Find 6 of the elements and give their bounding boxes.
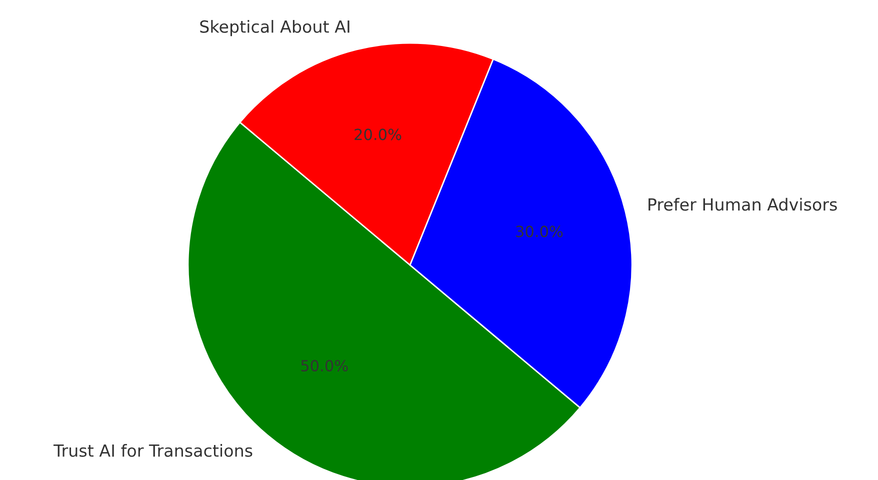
data-label: 30.0% xyxy=(516,226,563,238)
slice-label: Skeptical About AI xyxy=(200,20,350,36)
slice-label: Trust AI for Transactions xyxy=(53,444,252,457)
data-label: 20.0% xyxy=(354,128,402,140)
slice-label: Prefer Human Advisors xyxy=(648,198,837,211)
data-label: 50.0% xyxy=(301,360,348,372)
